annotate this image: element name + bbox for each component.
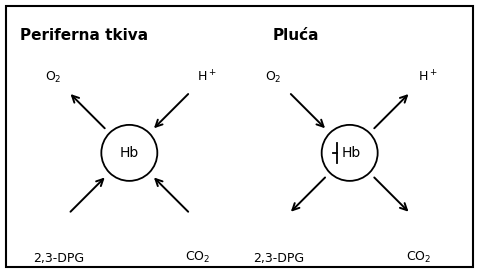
Text: CO$_2$: CO$_2$ — [185, 250, 211, 265]
Text: O$_2$: O$_2$ — [45, 70, 61, 85]
Text: Hb: Hb — [120, 146, 139, 160]
Text: Periferna tkiva: Periferna tkiva — [20, 28, 148, 43]
Text: 2,3-DPG: 2,3-DPG — [253, 252, 305, 265]
Text: H$^+$: H$^+$ — [418, 70, 437, 85]
Text: Hb: Hb — [342, 146, 361, 160]
Text: H$^+$: H$^+$ — [197, 70, 217, 85]
Text: O$_2$: O$_2$ — [265, 70, 282, 85]
Text: CO$_2$: CO$_2$ — [406, 250, 431, 265]
Text: Pluća: Pluća — [273, 28, 319, 43]
Text: 2,3-DPG: 2,3-DPG — [33, 252, 84, 265]
